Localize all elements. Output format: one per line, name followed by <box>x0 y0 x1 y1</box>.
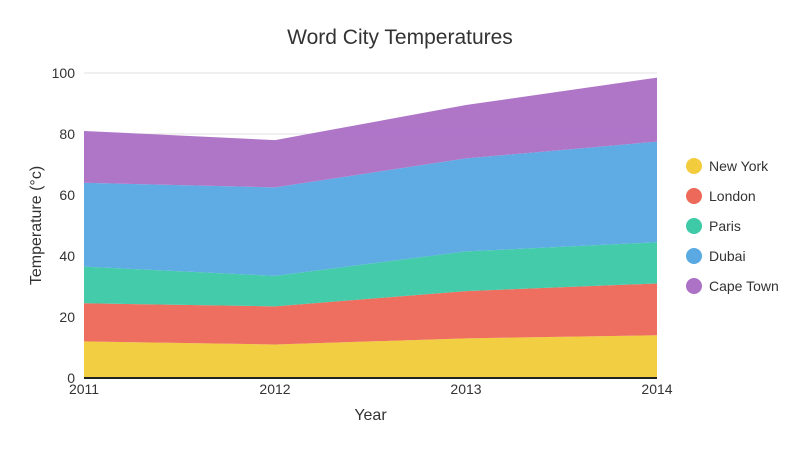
stacked-areas <box>84 77 657 378</box>
legend: New York London Paris Dubai Cape Town <box>686 156 779 306</box>
legend-swatch <box>686 158 702 174</box>
y-axis-ticks: 0 20 40 60 80 100 <box>52 65 76 386</box>
legend-swatch <box>686 248 702 264</box>
legend-label: New York <box>709 158 769 174</box>
x-tick-label: 2013 <box>450 381 481 397</box>
legend-swatch <box>686 218 702 234</box>
y-tick-label: 60 <box>59 187 75 203</box>
y-tick-label: 0 <box>67 370 75 386</box>
legend-label: London <box>709 188 756 204</box>
chart-title: Word City Temperatures <box>287 26 513 49</box>
area-series-new-york[interactable] <box>84 335 657 378</box>
x-tick-label: 2014 <box>641 381 672 397</box>
area-series-paris[interactable] <box>84 242 657 307</box>
area-series-london[interactable] <box>84 283 657 345</box>
legend-swatch <box>686 188 702 204</box>
legend-item-paris[interactable]: Paris <box>686 216 779 236</box>
x-axis-ticks: 2011 2012 2013 2014 <box>69 381 673 397</box>
y-axis-title: Temperature (°c) <box>28 166 45 285</box>
legend-label: Cape Town <box>709 278 779 294</box>
y-tick-label: 20 <box>59 309 75 325</box>
legend-swatch <box>686 278 702 294</box>
x-tick-label: 2012 <box>259 381 290 397</box>
y-tick-label: 40 <box>59 248 75 264</box>
x-axis-title: Year <box>354 407 387 424</box>
legend-item-london[interactable]: London <box>686 186 779 206</box>
y-tick-label: 100 <box>52 65 76 81</box>
legend-item-new-york[interactable]: New York <box>686 156 779 176</box>
area-series-cape-town[interactable] <box>84 77 657 188</box>
legend-item-dubai[interactable]: Dubai <box>686 246 779 266</box>
area-series-dubai[interactable] <box>84 141 657 276</box>
legend-item-cape-town[interactable]: Cape Town <box>686 276 779 296</box>
y-tick-label: 80 <box>59 126 75 142</box>
legend-label: Paris <box>709 218 741 234</box>
x-tick-label: 2011 <box>69 381 99 397</box>
legend-label: Dubai <box>709 248 746 264</box>
